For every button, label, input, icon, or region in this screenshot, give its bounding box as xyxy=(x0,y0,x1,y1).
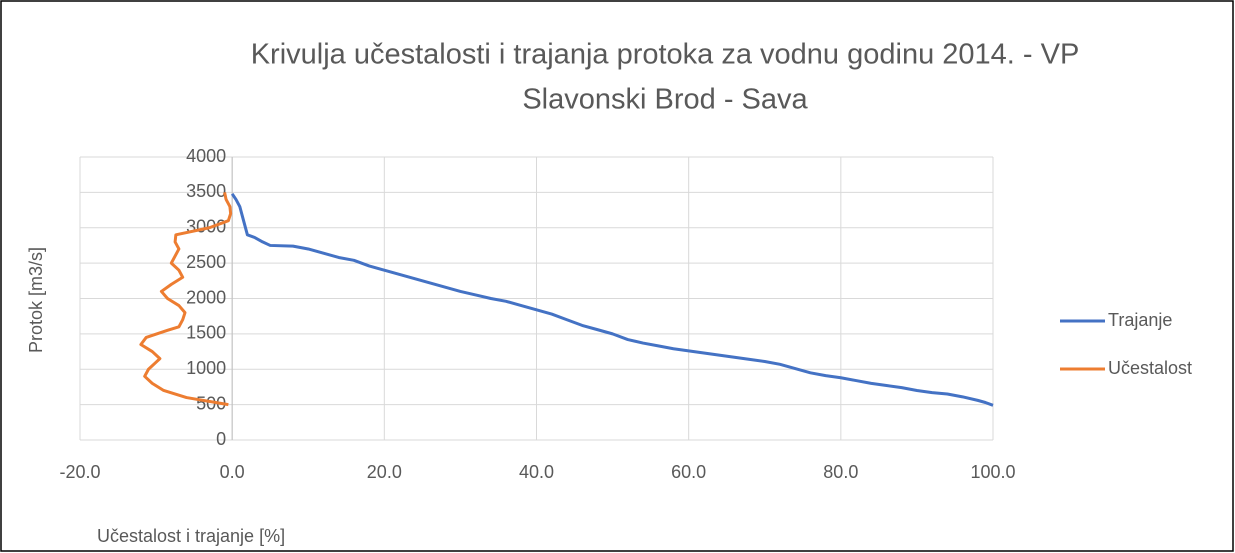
data-line xyxy=(230,192,994,407)
y-tick-label: 0 xyxy=(216,429,226,449)
y-tick-label: 3000 xyxy=(186,217,226,237)
y-tick-label: 1000 xyxy=(186,358,226,378)
y-tick-label: 4000 xyxy=(186,146,226,166)
y-tick-label: 3500 xyxy=(186,181,226,201)
x-tick-label: 20.0 xyxy=(367,462,402,482)
legend-label: Učestalost xyxy=(1108,358,1192,378)
x-tick-label: 80.0 xyxy=(823,462,858,482)
chart-title: Krivulja učestalosti i trajanja protoka … xyxy=(251,39,1080,71)
legend-label: Trajanje xyxy=(1108,310,1172,330)
x-tick-label: -20.0 xyxy=(59,462,100,482)
y-tick-label: 1500 xyxy=(186,323,226,343)
chart-title: Slavonski Brod - Sava xyxy=(522,84,808,116)
x-tick-label: 100.0 xyxy=(970,462,1015,482)
x-axis-label: Učestalost i trajanje [%] xyxy=(97,526,285,546)
y-axis-label: Protok [m3/s] xyxy=(26,247,46,353)
y-tick-label: 500 xyxy=(196,393,226,413)
x-tick-label: 40.0 xyxy=(519,462,554,482)
data-line xyxy=(139,192,233,407)
y-tick-label: 2000 xyxy=(186,287,226,307)
y-tick-label: 2500 xyxy=(186,252,226,272)
x-tick-label: 0.0 xyxy=(220,462,245,482)
x-tick-label: 60.0 xyxy=(671,462,706,482)
